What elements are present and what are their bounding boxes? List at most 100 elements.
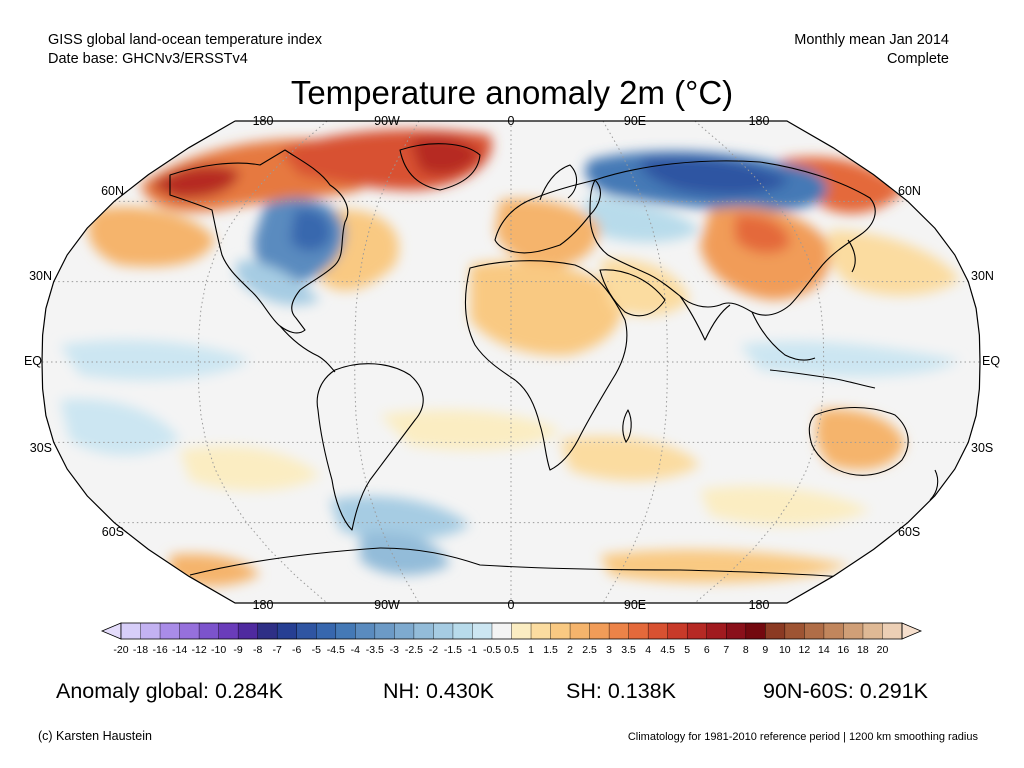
anomaly-cool-drake bbox=[330, 496, 470, 541]
lat-label-right: EQ bbox=[982, 354, 1000, 368]
colorbar-label: 16 bbox=[838, 644, 850, 656]
anomaly-cool-south-pacific bbox=[60, 399, 180, 455]
colorbar-swatch bbox=[628, 623, 649, 639]
colorbar-swatch bbox=[882, 623, 903, 639]
colorbar-swatch bbox=[472, 623, 493, 639]
colorbar-label: -5 bbox=[312, 644, 321, 656]
lon-label-bottom: 180 bbox=[253, 598, 274, 612]
colorbar-label: -7 bbox=[273, 644, 282, 656]
colorbar-label: 1.5 bbox=[543, 644, 558, 656]
colorbar-swatch bbox=[238, 623, 258, 639]
lat-label-left: 60S bbox=[102, 525, 124, 539]
lat-label-left: 30N bbox=[29, 269, 52, 283]
status-label: Complete bbox=[886, 51, 949, 67]
colorbar-label: 4 bbox=[645, 644, 651, 656]
colorbar-swatch bbox=[648, 623, 668, 639]
graticule bbox=[42, 120, 980, 604]
colorbar-label: 18 bbox=[857, 644, 869, 656]
colorbar-min-triangle bbox=[100, 622, 122, 640]
anomaly-cool-central-asia bbox=[584, 195, 700, 242]
anomaly-cool-us-southeast bbox=[235, 260, 320, 306]
coast-new-zealand bbox=[929, 469, 939, 501]
colorbar-swatch bbox=[355, 623, 376, 639]
anomaly-warm-europe bbox=[495, 198, 600, 268]
colorbar-swatch bbox=[218, 623, 239, 639]
lon-label-top: 0 bbox=[508, 114, 515, 128]
colorbar-label: -8 bbox=[253, 644, 262, 656]
lon-label-top: 180 bbox=[749, 114, 770, 128]
colorbar-swatch bbox=[667, 623, 688, 639]
coast-south-america bbox=[316, 363, 424, 531]
longitude-labels-top: 180 90W 0 90E 180 bbox=[253, 114, 770, 128]
colorbar-label: -4 bbox=[351, 644, 360, 656]
colorbar-swatch bbox=[413, 623, 434, 639]
colorbar-label: 9 bbox=[762, 644, 768, 656]
colorbar-label: 10 bbox=[779, 644, 791, 656]
colorbar-label: 2.5 bbox=[582, 644, 597, 656]
lat-label-right: 60N bbox=[898, 184, 921, 198]
anomaly-warm-australia bbox=[815, 409, 905, 470]
stat-90n-60s: 90N-60S: 0.291K bbox=[763, 679, 928, 703]
lat-label-right: 30S bbox=[971, 441, 993, 455]
colorbar-label: -10 bbox=[211, 644, 226, 656]
graticule-meridian bbox=[354, 120, 420, 604]
colorbar-swatch bbox=[491, 623, 512, 639]
anomaly-warm-west-pacific bbox=[828, 230, 960, 296]
anomaly-cool-tropical-pacific bbox=[60, 340, 250, 380]
coast-central-america bbox=[279, 325, 336, 373]
anomaly-warm-south-atlantic bbox=[380, 410, 560, 450]
colorbar-swatch bbox=[589, 623, 610, 639]
colorbar-label: 3 bbox=[606, 644, 612, 656]
anomaly-cold-siberia-core bbox=[640, 156, 790, 196]
colorbar-label: -20 bbox=[113, 644, 128, 656]
colorbar-swatch bbox=[511, 623, 532, 639]
colorbar-swatch bbox=[570, 623, 590, 639]
latitude-labels-left: 60N 30N EQ 30S 60S bbox=[24, 184, 124, 539]
colorbar-label: 5 bbox=[684, 644, 690, 656]
stat-nh: NH: 0.430K bbox=[383, 679, 495, 703]
colorbar-swatch bbox=[843, 623, 864, 639]
colorbar: -20 -18 -16 -14 -12 -10 -9 -8 -7 -6 -5 -4.5 -4 -3.5 -3… bbox=[100, 622, 923, 656]
lat-label-right: 60S bbox=[898, 525, 920, 539]
longitude-labels-bottom: 180 90W 0 90E 180 bbox=[253, 598, 770, 612]
lat-label-left: EQ bbox=[24, 354, 42, 368]
lon-label-bottom: 90E bbox=[624, 598, 646, 612]
lon-label-top: 180 bbox=[253, 114, 274, 128]
coast-india bbox=[679, 295, 731, 341]
stat-global: Anomaly global: 0.284K bbox=[56, 679, 284, 703]
anomaly-warm-se-pacific bbox=[180, 446, 320, 491]
colorbar-swatch bbox=[823, 623, 844, 639]
coast-madagascar bbox=[622, 409, 632, 443]
colorbar-swatch bbox=[804, 623, 825, 639]
colorbar-label: 0.5 bbox=[504, 644, 519, 656]
colorbar-swatch bbox=[296, 623, 317, 639]
colorbar-swatch bbox=[726, 623, 747, 639]
period-label: Monthly mean Jan 2014 bbox=[794, 32, 949, 48]
coast-se-asia bbox=[751, 311, 816, 361]
anomaly-field bbox=[60, 129, 960, 587]
stat-sh: SH: 0.138K bbox=[566, 679, 676, 703]
coastlines bbox=[169, 143, 939, 581]
colorbar-swatch bbox=[140, 623, 161, 639]
graticule-meridian bbox=[602, 120, 668, 604]
anomaly-warm-ne-pacific bbox=[88, 206, 215, 267]
data-base-label: Date base: GHCNv3/ERSSTv4 bbox=[48, 51, 248, 67]
colorbar-label: -14 bbox=[172, 644, 187, 656]
colorbar-swatch bbox=[745, 623, 766, 639]
graticule-meridian bbox=[694, 120, 825, 604]
coast-antarctica bbox=[189, 547, 881, 581]
colorbar-label: -16 bbox=[153, 644, 168, 656]
latitude-labels-right: 60N 30N EQ 30S 60S bbox=[898, 184, 1000, 539]
colorbar-swatch bbox=[531, 623, 551, 639]
colorbar-swatch bbox=[374, 623, 395, 639]
colorbar-label: -1 bbox=[468, 644, 477, 656]
coast-north-america bbox=[169, 149, 349, 334]
colorbar-label: 6 bbox=[704, 644, 710, 656]
anomaly-cool-antarctic-peninsula bbox=[360, 533, 450, 576]
colorbar-swatch bbox=[121, 623, 141, 639]
colorbar-swatch bbox=[160, 623, 180, 639]
lon-label-bottom: 0 bbox=[508, 598, 515, 612]
anomaly-warm-southern-ocean bbox=[600, 549, 850, 583]
colorbar-label: 8 bbox=[743, 644, 749, 656]
